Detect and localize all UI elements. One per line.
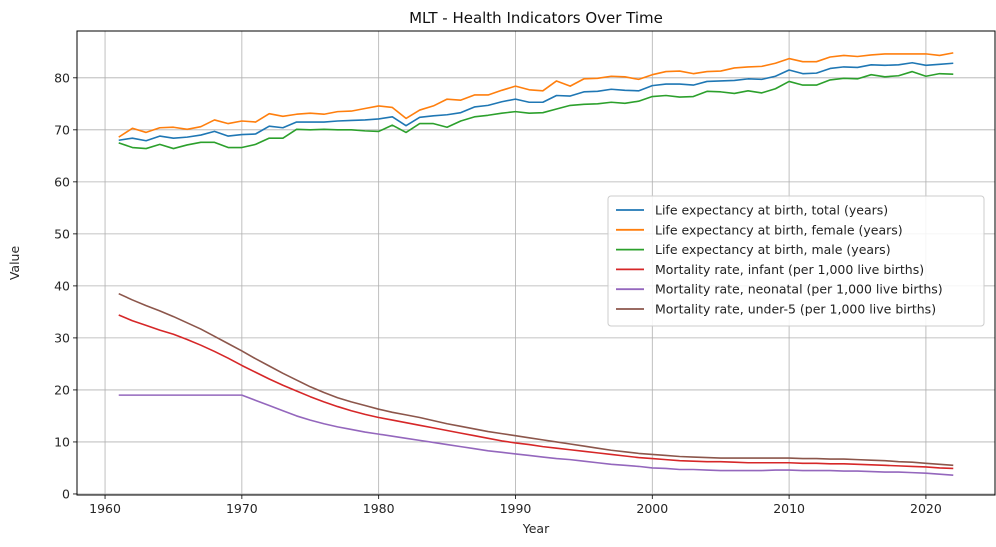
x-tick-label: 1980 xyxy=(363,501,395,516)
legend: Life expectancy at birth, total (years) L… xyxy=(607,195,985,327)
y-tick-label: 70 xyxy=(54,122,70,137)
x-axis: 1960 1970 1980 1990 2000 2010 2020 xyxy=(89,495,942,516)
legend-entry: Life expectancy at birth, total (years) xyxy=(655,203,888,218)
y-tick-label: 40 xyxy=(54,278,70,293)
y-tick-label: 20 xyxy=(54,382,70,397)
series-lines xyxy=(118,52,954,477)
y-tick-label: 50 xyxy=(54,226,70,241)
x-tick-label: 1970 xyxy=(226,501,258,516)
legend-entry: Life expectancy at birth, female (years) xyxy=(655,222,903,237)
x-axis-label: Year xyxy=(522,521,550,536)
y-tick-label: 0 xyxy=(62,486,70,501)
chart-title: MLT - Health Indicators Over Time xyxy=(409,9,663,27)
y-tick-label: 10 xyxy=(54,434,70,449)
series-line-3 xyxy=(118,70,954,150)
legend-box xyxy=(607,195,985,327)
x-tick-label: 2020 xyxy=(910,501,942,516)
legend-entry: Mortality rate, neonatal (per 1,000 live… xyxy=(655,282,943,297)
x-tick-label: 2010 xyxy=(773,501,805,516)
x-tick-label: 1960 xyxy=(89,501,121,516)
series-line-1 xyxy=(118,61,954,142)
series-line-4 xyxy=(118,314,954,470)
plot-frame xyxy=(76,30,996,496)
y-axis: 0 10 20 30 40 50 60 70 80 xyxy=(54,70,77,501)
x-tick-label: 2000 xyxy=(636,501,668,516)
series-line-6 xyxy=(118,292,954,467)
series-line-5 xyxy=(118,394,954,477)
series-line-2 xyxy=(118,52,954,138)
y-tick-label: 30 xyxy=(54,330,70,345)
legend-entry: Life expectancy at birth, male (years) xyxy=(655,242,891,257)
x-tick-label: 1990 xyxy=(500,501,532,516)
legend-entry: Mortality rate, infant (per 1,000 live b… xyxy=(655,262,924,277)
y-tick-label: 60 xyxy=(54,174,70,189)
y-axis-label: Value xyxy=(7,246,22,281)
y-tick-label: 80 xyxy=(54,70,70,85)
legend-entry: Mortality rate, under-5 (per 1,000 live … xyxy=(655,302,936,317)
